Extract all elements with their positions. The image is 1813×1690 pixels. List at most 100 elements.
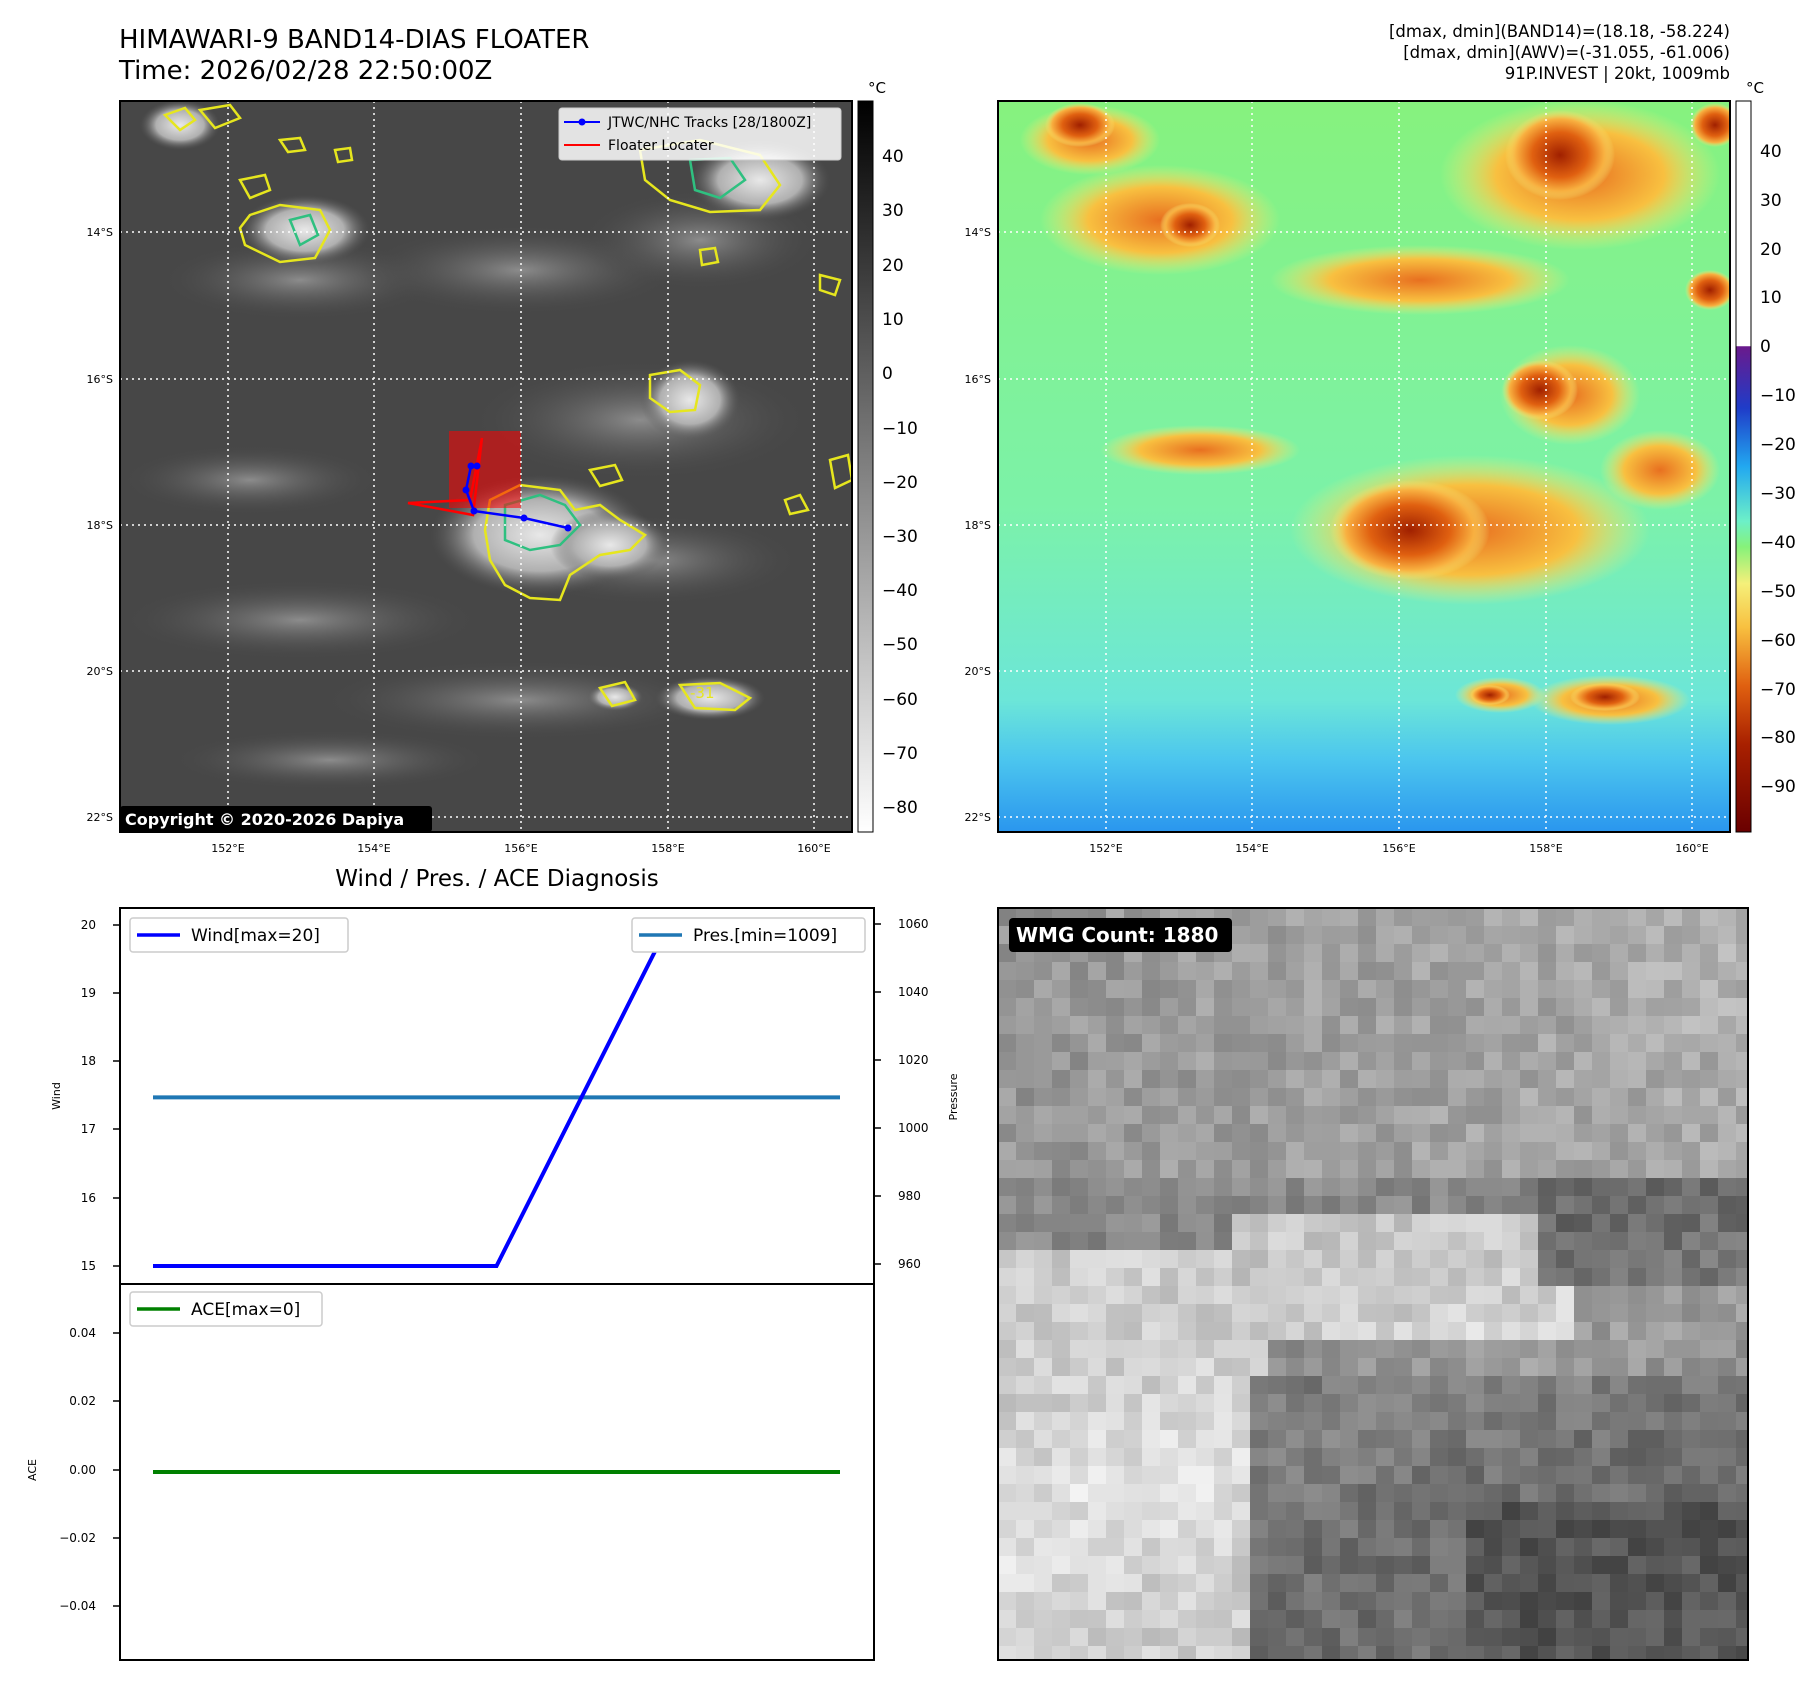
color-colorbar-unit: °C bbox=[1746, 79, 1764, 97]
svg-text:17: 17 bbox=[81, 1122, 96, 1136]
svg-text:156°E: 156°E bbox=[504, 842, 537, 855]
svg-text:160°E: 160°E bbox=[797, 842, 830, 855]
color-map-frame bbox=[997, 100, 1731, 833]
diagnosis-title: Wind / Pres. / ACE Diagnosis bbox=[335, 866, 658, 892]
svg-text:10: 10 bbox=[882, 310, 904, 330]
color-lon-ticks: 152°E 154°E 156°E 158°E 160°E bbox=[1089, 842, 1708, 855]
gray-colorbar-ticks: 40 30 20 10 0 −10 −20 −30 −40 −50 −60 −7… bbox=[882, 147, 918, 818]
svg-text:158°E: 158°E bbox=[1529, 842, 1562, 855]
svg-text:14°S: 14°S bbox=[965, 226, 991, 239]
svg-text:156°E: 156°E bbox=[1382, 842, 1415, 855]
ir-map-frame bbox=[119, 100, 853, 833]
svg-text:−50: −50 bbox=[1760, 582, 1796, 602]
svg-text:0.04: 0.04 bbox=[69, 1326, 96, 1340]
legend-track-marker bbox=[578, 118, 586, 126]
svg-text:1000: 1000 bbox=[898, 1121, 929, 1135]
wmg-frame bbox=[997, 907, 1749, 1661]
wind-axis-ticks bbox=[113, 923, 881, 1267]
color-gridlines bbox=[998, 101, 1730, 832]
ir-map-panel: -31 bbox=[87, 100, 853, 855]
copyright-box bbox=[120, 806, 432, 832]
svg-text:40: 40 bbox=[1760, 142, 1782, 162]
svg-text:18°S: 18°S bbox=[87, 519, 113, 532]
ace-axis-label: ACE bbox=[26, 1459, 39, 1481]
ace-axis-ticks bbox=[113, 1332, 120, 1607]
ir-lat-ticks: 14°S 16°S 18°S 20°S 22°S bbox=[87, 226, 113, 824]
legend-tracks-label: JTWC/NHC Tracks [28/1800Z] bbox=[607, 115, 811, 131]
svg-text:30: 30 bbox=[882, 201, 904, 221]
info-band14: [dmax, dmin](BAND14)=(18.18, -58.224) bbox=[1388, 22, 1730, 41]
svg-text:0: 0 bbox=[882, 364, 893, 384]
svg-text:20: 20 bbox=[1760, 240, 1782, 260]
svg-text:16°S: 16°S bbox=[965, 373, 991, 386]
wmg-panel: WMG Count: 1880 bbox=[997, 907, 1749, 1661]
ir-lon-ticks: 152°E 154°E 156°E 158°E 160°E bbox=[211, 842, 830, 855]
ace-legend-label: ACE[max=0] bbox=[191, 1300, 300, 1320]
svg-text:10: 10 bbox=[1760, 288, 1782, 308]
gray-colorbar: °C 40 30 20 10 0 −10 −20 −30 −40 −50 −60… bbox=[857, 79, 918, 833]
svg-text:20°S: 20°S bbox=[965, 665, 991, 678]
svg-text:154°E: 154°E bbox=[357, 842, 390, 855]
pressure-legend: Pres.[min=1009] bbox=[631, 917, 866, 953]
svg-text:18°S: 18°S bbox=[965, 519, 991, 532]
svg-text:158°E: 158°E bbox=[651, 842, 684, 855]
svg-text:−10: −10 bbox=[1760, 386, 1796, 406]
svg-text:19: 19 bbox=[81, 986, 96, 1000]
svg-text:−40: −40 bbox=[882, 581, 918, 601]
gray-colorbar-unit: °C bbox=[868, 79, 886, 97]
svg-text:−0.02: −0.02 bbox=[59, 1531, 96, 1545]
svg-text:−20: −20 bbox=[882, 473, 918, 493]
svg-text:−30: −30 bbox=[1760, 484, 1796, 504]
ace-legend: ACE[max=0] bbox=[129, 1291, 323, 1327]
pressure-axis-label: Pressure bbox=[947, 1073, 960, 1120]
svg-text:−90: −90 bbox=[1760, 777, 1796, 797]
svg-text:154°E: 154°E bbox=[1235, 842, 1268, 855]
svg-text:20°S: 20°S bbox=[87, 665, 113, 678]
svg-text:15: 15 bbox=[81, 1259, 96, 1273]
svg-text:−60: −60 bbox=[882, 690, 918, 710]
wmg-count-box bbox=[1009, 918, 1232, 952]
svg-text:−40: −40 bbox=[1760, 533, 1796, 553]
wind-axis-label: Wind bbox=[50, 1082, 63, 1110]
svg-text:−0.04: −0.04 bbox=[59, 1599, 96, 1613]
svg-text:30: 30 bbox=[1760, 191, 1782, 211]
jtwc-track-points bbox=[462, 462, 572, 532]
info-awv: [dmax, dmin](AWV)=(-31.055, -61.006) bbox=[1403, 43, 1730, 62]
svg-text:−70: −70 bbox=[882, 744, 918, 764]
svg-text:152°E: 152°E bbox=[211, 842, 244, 855]
pressure-legend-label: Pres.[min=1009] bbox=[693, 926, 837, 946]
legend-locater-label: Floater Locater bbox=[608, 138, 714, 154]
svg-text:1060: 1060 bbox=[898, 917, 929, 931]
svg-text:0: 0 bbox=[1760, 337, 1771, 357]
ir-map-legend: JTWC/NHC Tracks [28/1800Z] Floater Locat… bbox=[558, 107, 842, 161]
svg-text:16: 16 bbox=[81, 1191, 96, 1205]
svg-text:960: 960 bbox=[898, 1257, 921, 1271]
svg-text:−70: −70 bbox=[1760, 680, 1796, 700]
pressure-tick-labels: 1060 1040 1020 1000 980 960 bbox=[898, 917, 929, 1271]
svg-text:980: 980 bbox=[898, 1189, 921, 1203]
wind-tick-labels: 20 19 18 17 16 15 bbox=[81, 918, 96, 1273]
chart-time: Time: 2026/02/28 22:50:00Z bbox=[119, 56, 493, 86]
wind-pressure-panel: 20 19 18 17 16 15 1060 1040 1020 1000 98… bbox=[50, 907, 960, 1285]
info-storm: 91P.INVEST | 20kt, 1009mb bbox=[1504, 64, 1730, 83]
svg-text:16°S: 16°S bbox=[87, 373, 113, 386]
svg-text:−10: −10 bbox=[882, 419, 918, 439]
contour-label: -31 bbox=[690, 684, 715, 702]
svg-text:−50: −50 bbox=[882, 635, 918, 655]
color-colorbar: °C 40 30 20 10 0 −10 −20 −30 −40 −50 −60… bbox=[1735, 79, 1796, 833]
chart-title: HIMAWARI-9 BAND14-DIAS FLOATER bbox=[119, 25, 590, 55]
color-cloud-field bbox=[1020, 101, 1730, 725]
svg-text:0.00: 0.00 bbox=[69, 1463, 96, 1477]
svg-text:−80: −80 bbox=[882, 798, 918, 818]
svg-text:20: 20 bbox=[81, 918, 96, 932]
svg-text:0.02: 0.02 bbox=[69, 1394, 96, 1408]
wind-legend-label: Wind[max=20] bbox=[191, 926, 320, 946]
svg-text:40: 40 bbox=[882, 147, 904, 167]
ace-panel: 0.04 0.02 0.00 −0.02 −0.04 ACE ACE[max=0… bbox=[26, 1283, 875, 1661]
svg-text:−30: −30 bbox=[882, 527, 918, 547]
wind-legend: Wind[max=20] bbox=[129, 917, 349, 953]
floater-locater-box bbox=[449, 431, 521, 508]
wmg-count-label: WMG Count: 1880 bbox=[1016, 923, 1218, 947]
color-map-panel: 14°S 16°S 18°S 20°S 22°S 152°E 154°E 156… bbox=[965, 100, 1731, 855]
